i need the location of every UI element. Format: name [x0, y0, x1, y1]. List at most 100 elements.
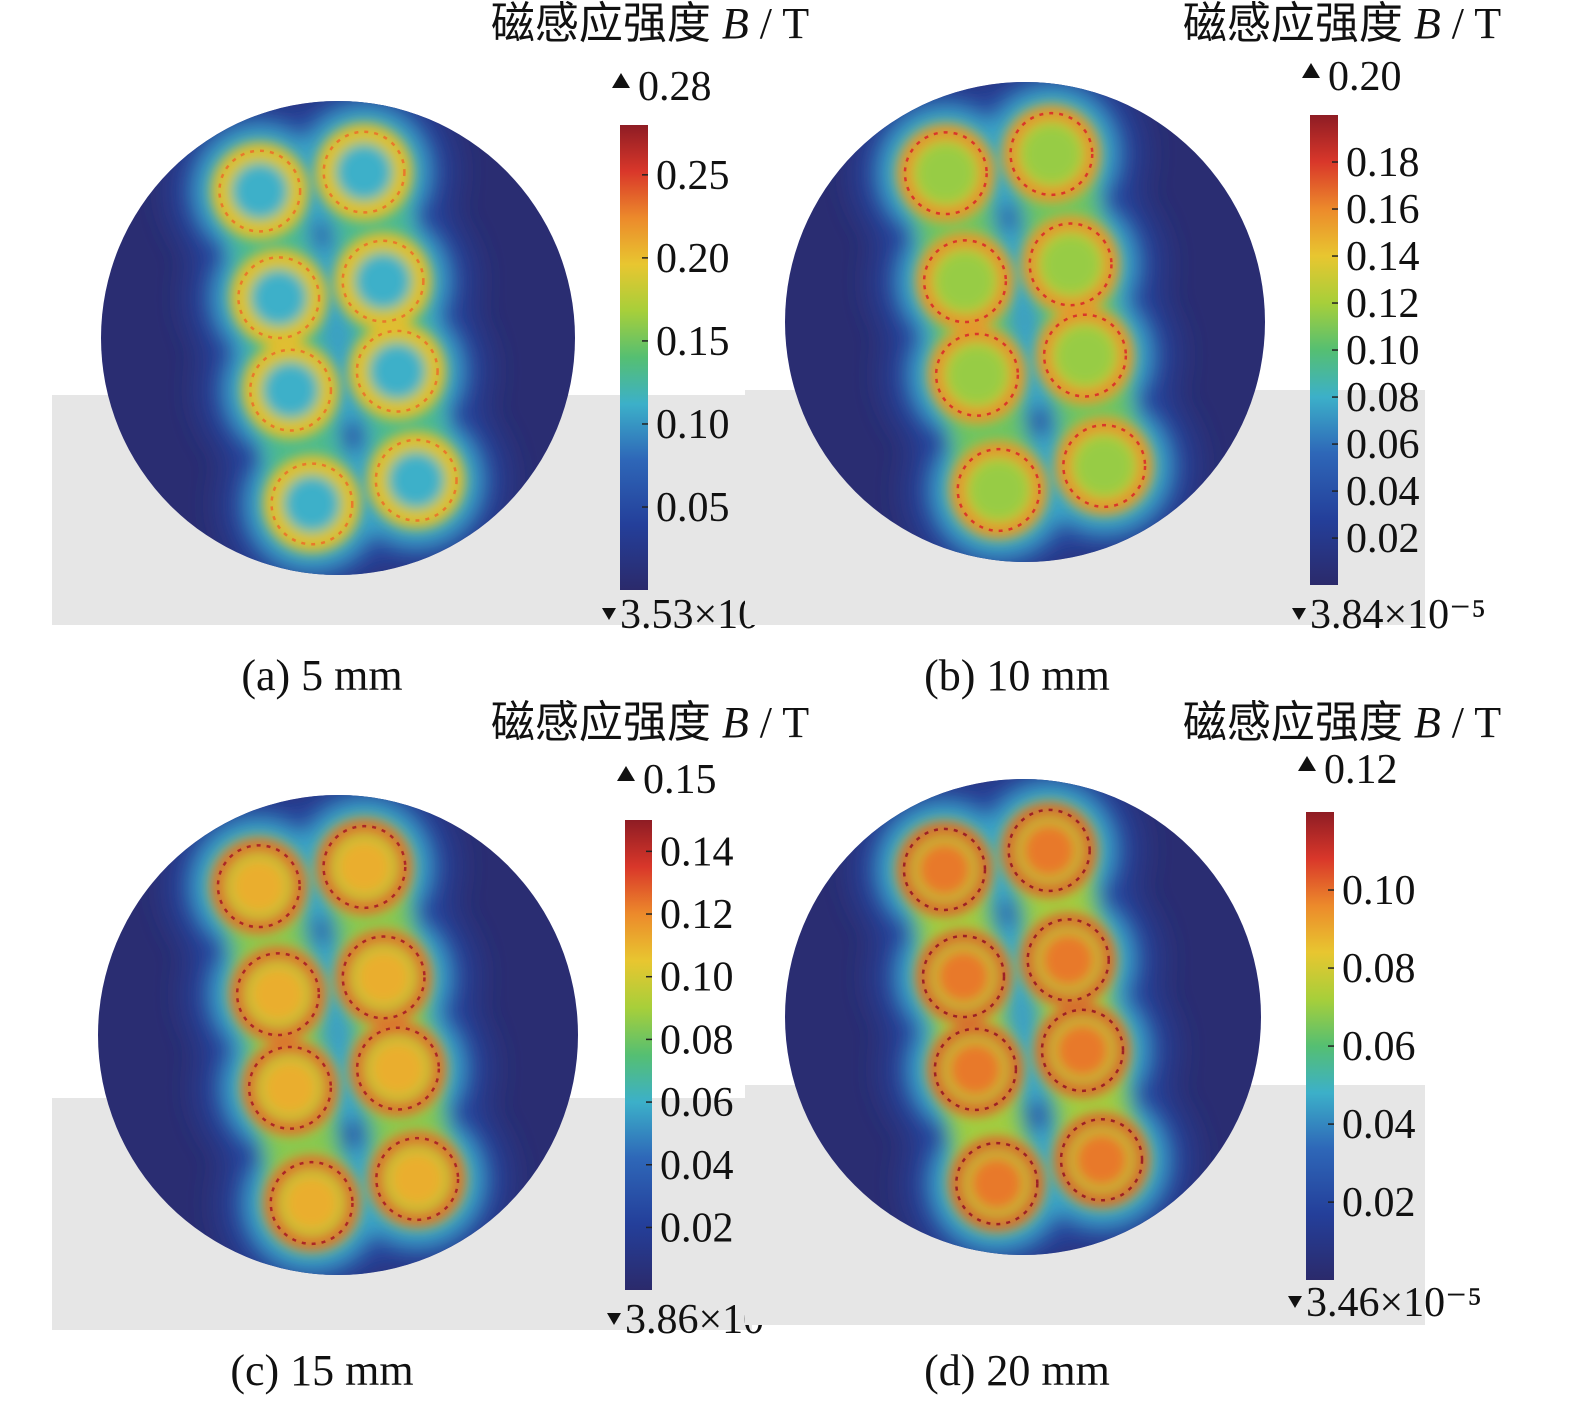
colorbar-tick-label: 0.16 — [1346, 187, 1420, 233]
coil-core — [389, 1151, 445, 1207]
coil-winding — [921, 934, 1006, 1019]
panel-caption: (b) 10 mm — [924, 651, 1110, 700]
coil-core — [1076, 438, 1132, 494]
field-map — [854, 82, 1196, 562]
coil-core — [370, 1041, 426, 1097]
colorbar-tick-label: 0.02 — [660, 1205, 734, 1251]
coil-core — [251, 270, 306, 325]
coil-core — [948, 1042, 1003, 1097]
coil-core — [389, 453, 444, 508]
coil-winding — [903, 131, 988, 216]
coil-winding — [218, 149, 302, 233]
coil-core — [263, 362, 318, 418]
colorbar-title-unit: / T — [749, 698, 809, 747]
coil-winding — [341, 935, 426, 1020]
colorbar-title-unit: / T — [1441, 698, 1501, 747]
panel-caption: (d) 20 mm — [924, 1346, 1110, 1395]
coil-winding — [955, 1141, 1039, 1226]
coil-winding — [269, 1160, 354, 1246]
colorbar-tick-label: 0.15 — [656, 319, 730, 365]
colorbar-max-label: 0.12 — [1324, 747, 1398, 793]
colorbar-tick-label: 0.25 — [656, 153, 730, 199]
coil-core — [949, 347, 1005, 403]
max-triangle-icon — [1298, 756, 1316, 771]
coil-core — [1043, 236, 1099, 292]
colorbar-title: 磁感应强度 B / T — [491, 698, 809, 747]
max-triangle-icon — [1302, 63, 1320, 78]
colorbar-tick-label: 0.08 — [660, 1017, 734, 1063]
colorbar-title-unit: / T — [749, 0, 809, 48]
colorbar-title: 磁感应强度 B / T — [1183, 698, 1501, 747]
min-triangle-icon — [1288, 1296, 1302, 1308]
colorbar-tick-label: 0.20 — [656, 236, 730, 282]
coil-core — [936, 949, 991, 1004]
colorbar-title-unit: / T — [1441, 0, 1501, 48]
coil-core — [231, 858, 287, 914]
colorbar-min-label: 3.46×10⁻⁵ — [1306, 1280, 1482, 1326]
colorbar-tick-label: 0.02 — [1346, 516, 1420, 562]
colorbar-tick-label: 0.14 — [1346, 234, 1420, 280]
coil-core — [284, 476, 340, 532]
colorbar-tick-label: 0.10 — [660, 955, 734, 1001]
coil-winding — [237, 256, 321, 340]
colorbar-tick-label: 0.08 — [1346, 375, 1420, 421]
coil-core — [250, 966, 306, 1022]
coil-winding — [216, 844, 301, 929]
coil-winding — [934, 332, 1020, 417]
coil-winding — [249, 348, 333, 432]
colorbar-tick-label: 0.04 — [1342, 1102, 1416, 1148]
panel-caption: (a) 5 mm — [241, 651, 402, 700]
colorbar-title-symbol: B — [1414, 0, 1441, 48]
coil-winding — [270, 462, 354, 546]
coil-core — [937, 253, 993, 309]
coil-core — [918, 145, 974, 201]
colorbar-max-label: 0.15 — [643, 757, 717, 803]
colorbar-tick-label: 0.10 — [1342, 868, 1416, 914]
coil-core — [1055, 1023, 1110, 1078]
colorbar-title: 磁感应强度 B / T — [491, 0, 809, 48]
coil-winding — [355, 329, 439, 413]
coil-core — [1057, 328, 1113, 384]
colorbar-title-symbol: B — [722, 0, 749, 48]
coil-winding — [355, 1026, 441, 1111]
colorbar-tick-label: 0.12 — [1346, 281, 1420, 327]
coil-winding — [1040, 1008, 1125, 1093]
coil-core — [336, 144, 392, 200]
coil-winding — [235, 952, 321, 1037]
coil-winding — [1007, 808, 1091, 893]
coil-core — [370, 343, 425, 399]
colorbar-tick-label: 0.10 — [1346, 328, 1420, 374]
coil-core — [232, 163, 287, 219]
coil-winding — [922, 239, 1008, 324]
colorbar-title-quantity: 磁感应强度 — [1183, 0, 1414, 48]
colorbar-min-label: 3.84×10⁻⁵ — [1310, 592, 1486, 638]
field-map — [169, 101, 507, 575]
colorbar-tick-label: 0.06 — [1346, 422, 1420, 468]
max-triangle-icon — [612, 73, 630, 88]
colorbar — [625, 820, 652, 1290]
coil-core — [262, 1060, 318, 1116]
coil-core — [336, 839, 392, 895]
coil-winding — [375, 1136, 460, 1222]
colorbar-title-quantity: 磁感应强度 — [1183, 698, 1414, 747]
coil-winding — [1062, 423, 1147, 509]
min-triangle-icon — [602, 608, 616, 620]
colorbar-max-label: 0.28 — [638, 64, 712, 110]
coil-core — [356, 949, 412, 1005]
colorbar-title-quantity: 磁感应强度 — [491, 0, 722, 48]
colorbar-title-symbol: B — [1414, 698, 1441, 747]
colorbar-tick-label: 0.08 — [1342, 946, 1416, 992]
colorbar-tick-label: 0.05 — [656, 485, 730, 531]
min-triangle-icon — [607, 1313, 621, 1325]
coil-core — [1040, 932, 1096, 988]
coil-winding — [1009, 111, 1094, 197]
coil-core — [917, 842, 972, 897]
field-map — [167, 795, 509, 1275]
coil-winding — [933, 1027, 1018, 1112]
colorbar-tick-label: 0.04 — [660, 1143, 734, 1189]
colorbar-tick-label: 0.06 — [1342, 1024, 1416, 1070]
coil-core — [284, 1175, 340, 1231]
coil-winding — [341, 239, 425, 323]
max-triangle-icon — [617, 766, 635, 781]
